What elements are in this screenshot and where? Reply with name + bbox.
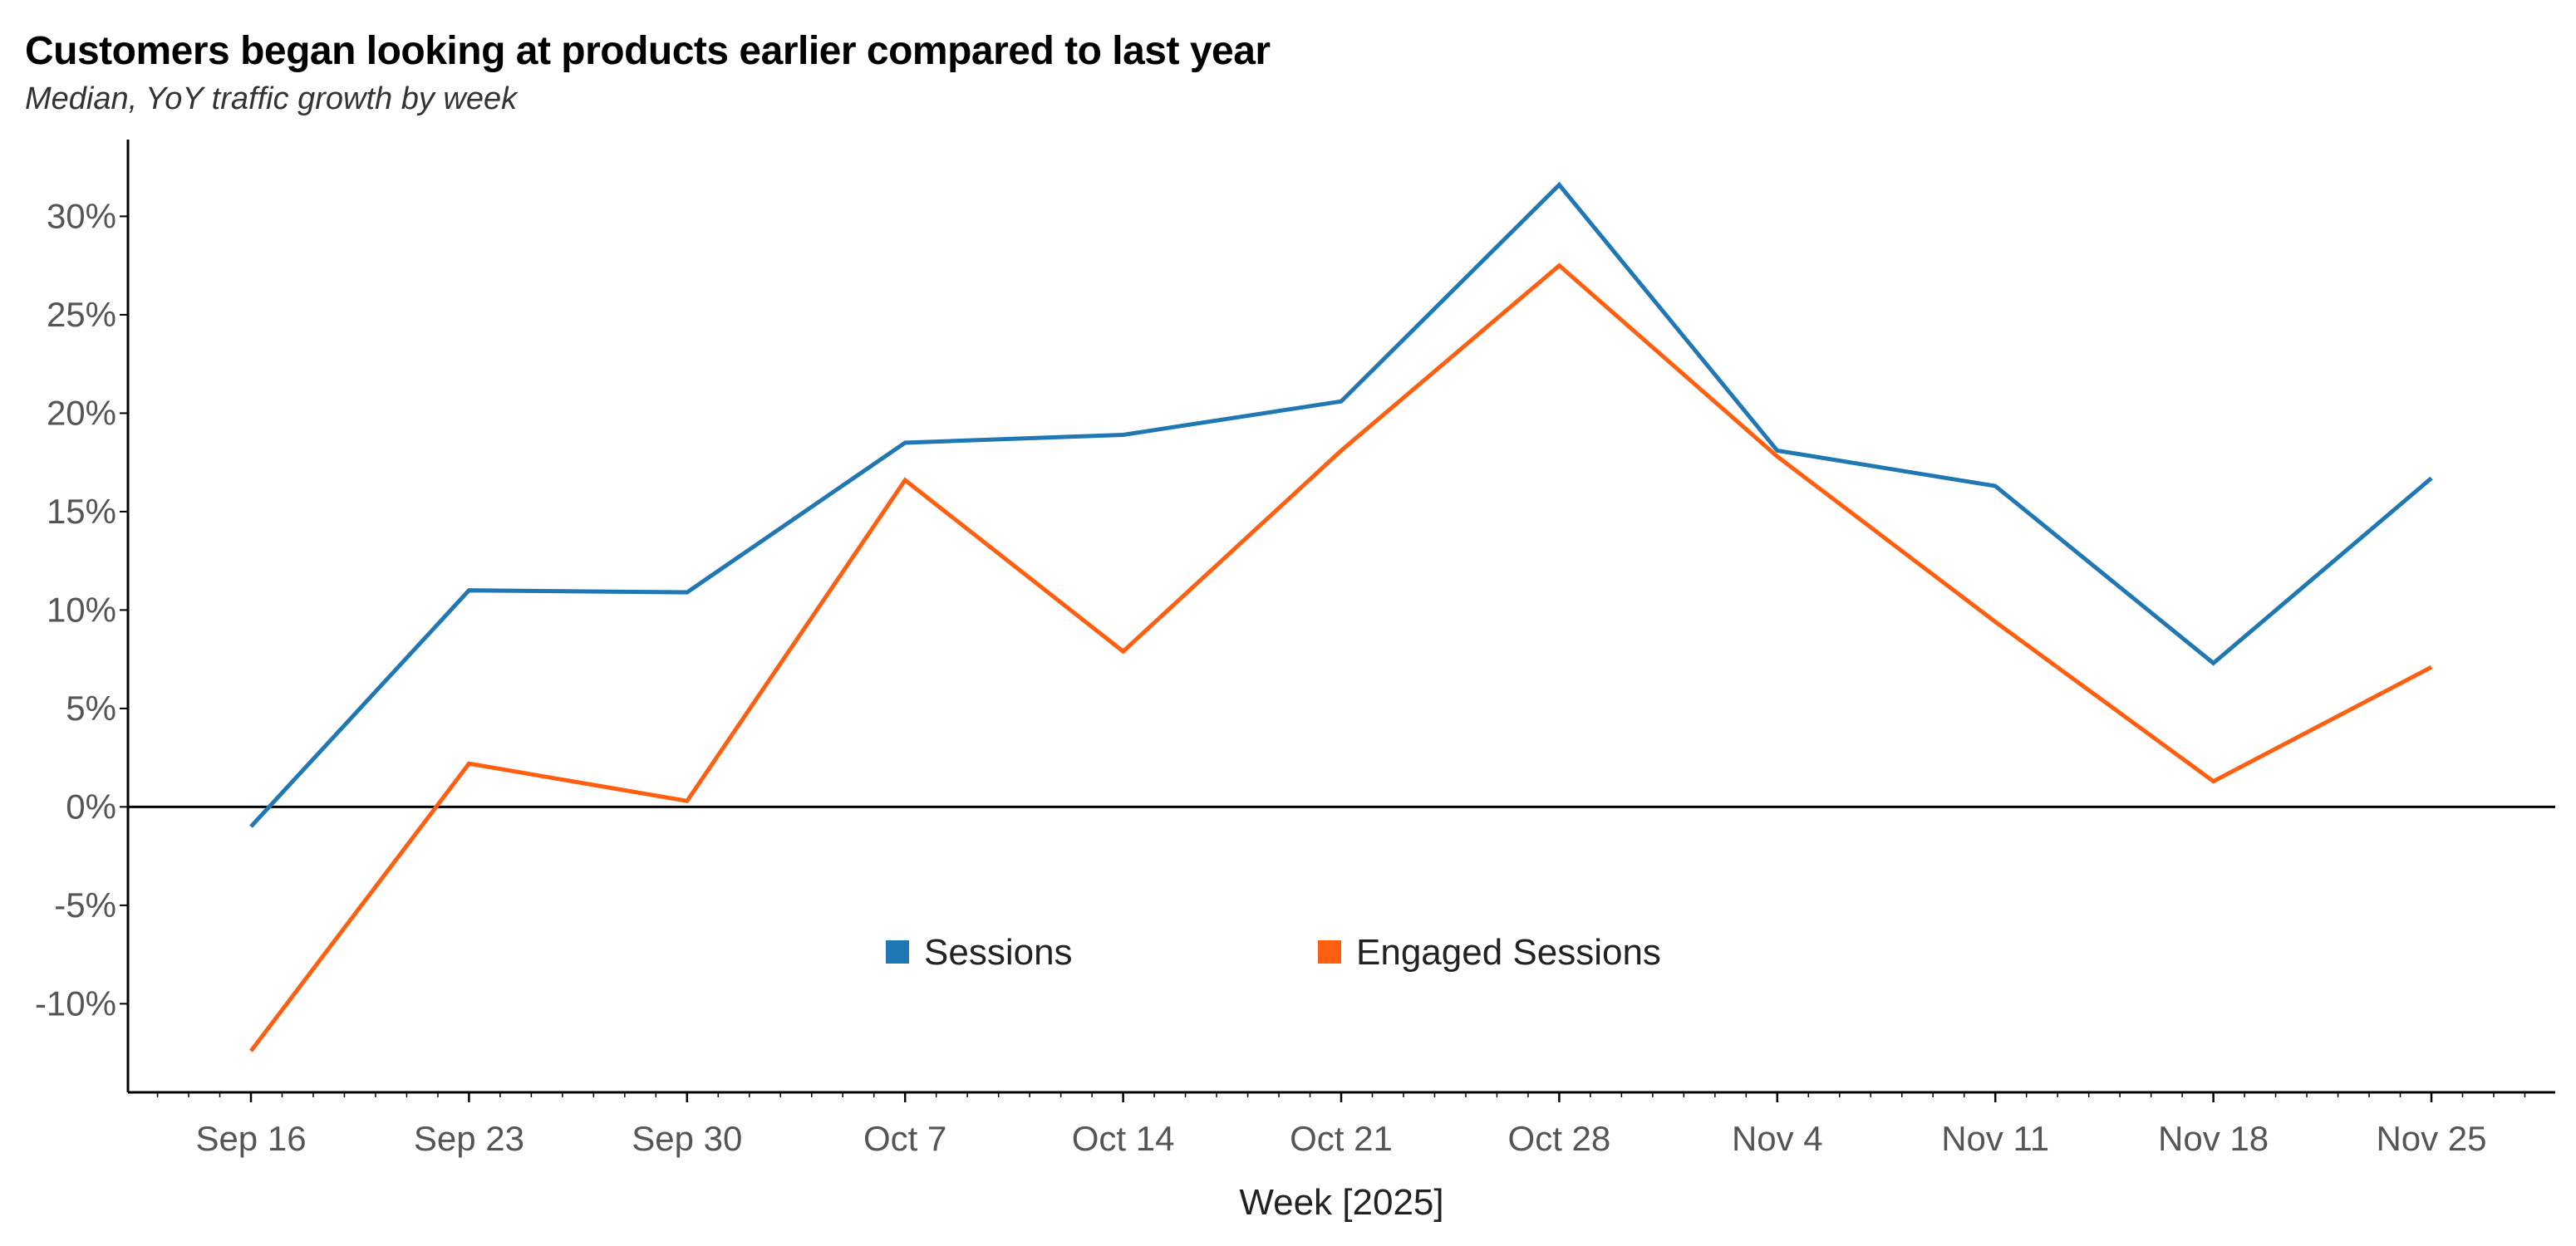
legend-swatch [1318, 940, 1341, 964]
series-line-engaged-sessions [249, 262, 2433, 1052]
x-tick-label: Oct 21 [1290, 1119, 1393, 1158]
y-tick-label: 5% [66, 689, 116, 728]
x-tick-label: Nov 18 [2158, 1119, 2269, 1158]
legend-label: Engaged Sessions [1356, 932, 1661, 973]
x-axis-label: Week [2025] [1239, 1182, 1443, 1223]
series-line-sessions [249, 181, 2433, 828]
y-tick-label: 30% [47, 196, 116, 235]
y-tick-label: 10% [47, 590, 116, 629]
x-tick-label: Sep 30 [632, 1119, 742, 1158]
legend-label: Sessions [924, 932, 1073, 973]
x-tick-label: Oct 7 [863, 1119, 946, 1158]
y-tick-label: -10% [35, 984, 116, 1023]
y-tick-label: 20% [47, 393, 116, 432]
legend-swatch [886, 940, 909, 964]
x-tick-label: Nov 4 [1732, 1119, 1823, 1158]
y-tick-label: 25% [47, 295, 116, 334]
y-tick-label: 0% [66, 787, 116, 826]
x-tick-label: Nov 25 [2376, 1119, 2486, 1158]
y-tick-label: -5% [54, 885, 116, 925]
chart-subtitle: Median, YoY traffic growth by week [25, 81, 518, 116]
x-tick-label: Nov 11 [1941, 1119, 2049, 1158]
x-tick-label: Sep 16 [195, 1119, 306, 1158]
x-tick-label: Oct 28 [1508, 1119, 1611, 1158]
y-tick-label: 15% [47, 492, 116, 531]
x-tick-label: Oct 14 [1072, 1119, 1175, 1158]
chart-title: Customers began looking at products earl… [25, 29, 1271, 73]
x-tick-label: Sep 23 [414, 1119, 524, 1158]
